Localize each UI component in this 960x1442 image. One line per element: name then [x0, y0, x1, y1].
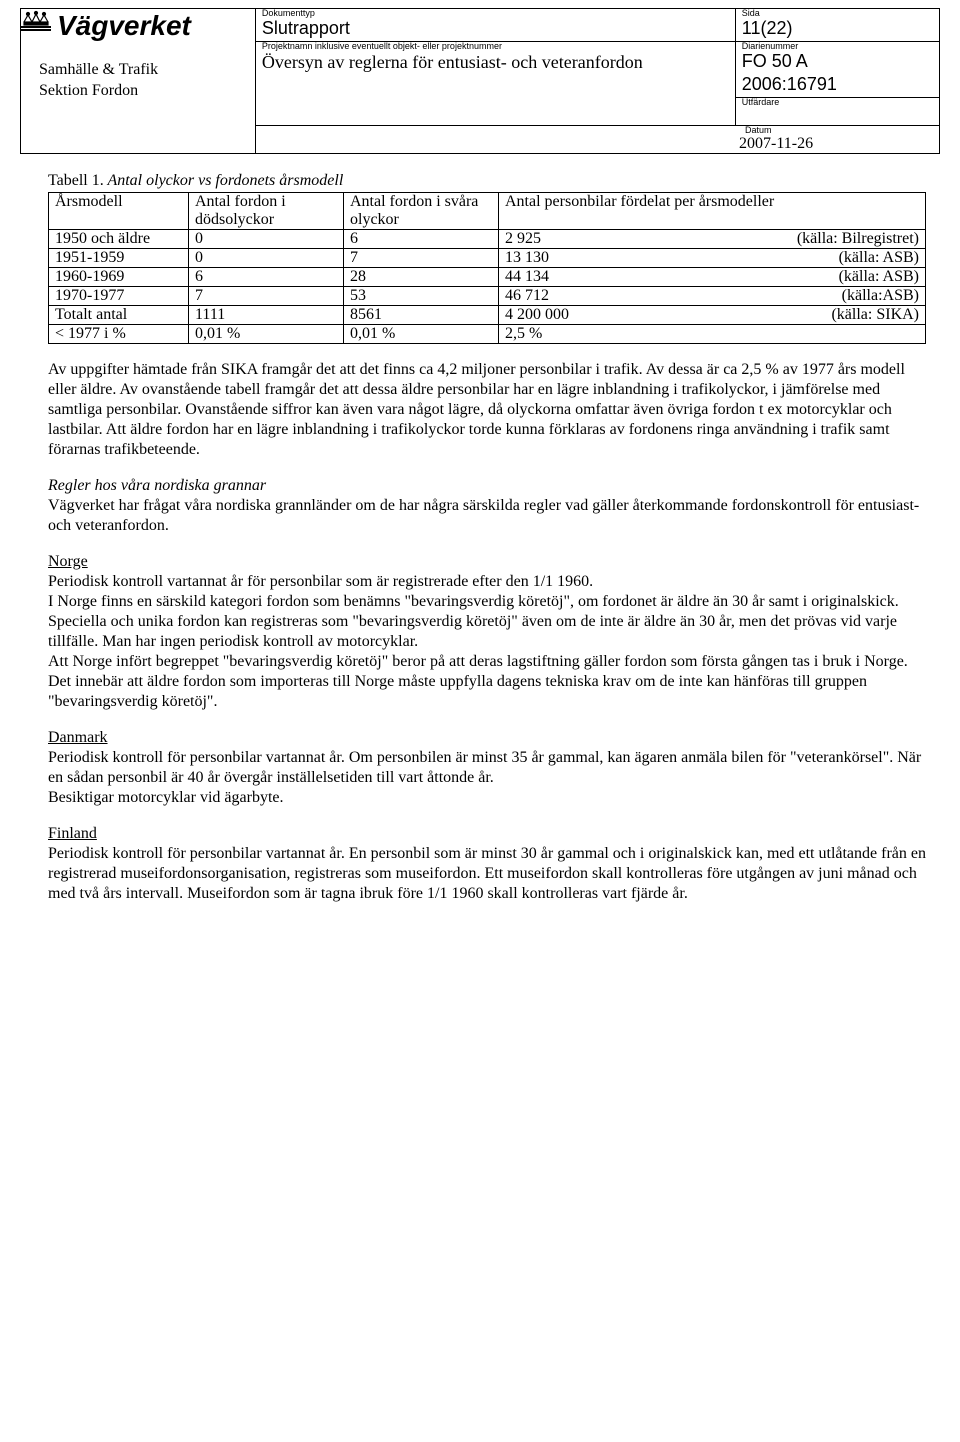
- cell: < 1977 i %: [49, 325, 189, 344]
- cell: 28: [344, 268, 499, 287]
- cell: 2 925(källa: Bilregistret): [499, 230, 926, 249]
- th-1: Antal fordon i dödsolyckor: [189, 193, 344, 230]
- sida-value: 11(22): [736, 18, 939, 41]
- cell: 13 130(källa: ASB): [499, 249, 926, 268]
- date-cell: Datum 2007-11-26: [255, 126, 939, 154]
- cell: 2,5 %: [499, 325, 926, 344]
- cell: 1950 och äldre: [49, 230, 189, 249]
- logo-text: Vägverket: [57, 10, 191, 42]
- cell: 1951-1959: [49, 249, 189, 268]
- danmark-title: Danmark: [48, 728, 926, 748]
- danmark-p1: Periodisk kontroll för personbilar varta…: [48, 748, 926, 788]
- norge-title: Norge: [48, 552, 926, 572]
- projektnamn-value: Översyn av reglerna för entusiast- och v…: [256, 51, 735, 76]
- table-header-row: Årsmodell Antal fordon i dödsolyckor Ant…: [49, 193, 926, 230]
- diarienummer-label: Diarienummer: [736, 42, 939, 51]
- th-3: Antal personbilar fördelat per årsmodell…: [499, 193, 926, 230]
- datum-value: 2007-11-26: [739, 135, 939, 153]
- cell: 4 200 000(källa: SIKA): [499, 306, 926, 325]
- norge-p3: Att Norge infört begreppet "bevaringsver…: [48, 652, 926, 712]
- dokumenttyp-label: Dokumenttyp: [256, 9, 735, 18]
- cell: 0,01 %: [189, 325, 344, 344]
- finland-p1: Periodisk kontroll för personbilar varta…: [48, 844, 926, 904]
- datum-label: Datum: [739, 126, 939, 135]
- subunit-line1: Samhälle & Trafik: [39, 60, 255, 81]
- cell: 8561: [344, 306, 499, 325]
- cell: 6: [344, 230, 499, 249]
- cell: 44 134(källa: ASB): [499, 268, 926, 287]
- cell: 1960-1969: [49, 268, 189, 287]
- document-header: Vägverket Samhälle & Trafik Sektion Ford…: [20, 8, 940, 154]
- projektnamn-label: Projektnamn inklusive eventuellt objekt-…: [256, 42, 735, 51]
- meta-middle: Dokumenttyp Slutrapport Projektnamn inkl…: [255, 9, 735, 126]
- table-row: 1950 och äldre062 925(källa: Bilregistre…: [49, 230, 926, 249]
- logo-cell: Vägverket Samhälle & Trafik Sektion Ford…: [21, 9, 256, 154]
- crown-icon: [21, 9, 51, 42]
- subunit-line2: Sektion Fordon: [39, 81, 255, 102]
- caption-prefix: Tabell 1.: [48, 172, 104, 189]
- cell: 0,01 %: [344, 325, 499, 344]
- table-row: < 1977 i %0,01 %0,01 %2,5 %: [49, 325, 926, 344]
- cell: Totalt antal: [49, 306, 189, 325]
- section-nordic-title: Regler hos våra nordiska grannar: [48, 476, 926, 496]
- th-0: Årsmodell: [49, 193, 189, 230]
- data-table: Årsmodell Antal fordon i dödsolyckor Ant…: [48, 192, 926, 344]
- meta-right: Sida 11(22) Diarienummer FO 50 A 2006:16…: [735, 9, 939, 126]
- table-row: 1951-19590713 130(källa: ASB): [49, 249, 926, 268]
- cell: 1111: [189, 306, 344, 325]
- diarienummer-value2: 2006:16791: [736, 74, 939, 97]
- norge-p1: Periodisk kontroll vartannat år för pers…: [48, 572, 926, 592]
- diarienummer-value1: FO 50 A: [736, 51, 939, 74]
- danmark-p2: Besiktigar motorcyklar vid ägarbyte.: [48, 788, 926, 808]
- body-content: Tabell 1. Antal olyckor vs fordonets års…: [20, 172, 940, 904]
- table-caption: Tabell 1. Antal olyckor vs fordonets års…: [48, 172, 926, 190]
- dokumenttyp-value: Slutrapport: [256, 18, 735, 41]
- cell: 6: [189, 268, 344, 287]
- table-row: 1960-196962844 134(källa: ASB): [49, 268, 926, 287]
- cell: 7: [344, 249, 499, 268]
- cell: 7: [189, 287, 344, 306]
- norge-p2: I Norge finns en särskild kategori fordo…: [48, 592, 926, 652]
- cell: 0: [189, 249, 344, 268]
- table-row: 1970-197775346 712(källa:ASB): [49, 287, 926, 306]
- cell: 1970-1977: [49, 287, 189, 306]
- subunit: Samhälle & Trafik Sektion Fordon: [39, 60, 255, 102]
- finland-title: Finland: [48, 824, 926, 844]
- section-nordic-intro: Vägverket har frågat våra nordiska grann…: [48, 496, 926, 536]
- utfardare-label: Utfärdare: [736, 98, 939, 107]
- table-row: Totalt antal111185614 200 000(källa: SIK…: [49, 306, 926, 325]
- cell: 53: [344, 287, 499, 306]
- sida-label: Sida: [736, 9, 939, 18]
- th-2: Antal fordon i svåra olyckor: [344, 193, 499, 230]
- caption-rest: Antal olyckor vs fordonets årsmodell: [104, 172, 344, 189]
- para-1: Av uppgifter hämtade från SIKA framgår d…: [48, 360, 926, 460]
- cell: 0: [189, 230, 344, 249]
- cell: 46 712(källa:ASB): [499, 287, 926, 306]
